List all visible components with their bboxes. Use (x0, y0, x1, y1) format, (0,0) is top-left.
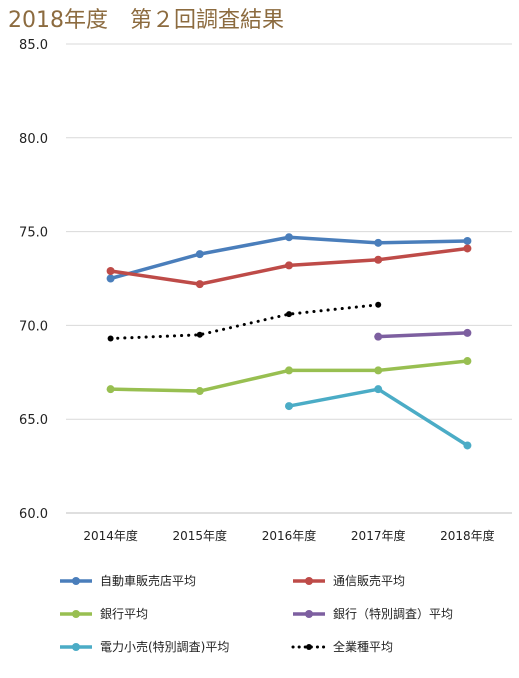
x-tick-label: 2015年度 (173, 528, 228, 543)
data-point (107, 335, 114, 342)
x-tick-label: 2016年度 (262, 528, 317, 543)
legend-label: 全業種平均 (333, 640, 394, 654)
series-4 (285, 385, 472, 450)
series-5 (107, 301, 382, 342)
legend-item: 自動車販売店平均 (58, 572, 196, 589)
data-point (374, 255, 383, 264)
legend-swatch (60, 576, 92, 585)
series-line (110, 359, 468, 393)
legend-label: 銀行（特別調査）平均 (333, 607, 454, 621)
x-tick-label: 2014年度 (83, 528, 138, 543)
legend-label: 自動車販売店平均 (100, 574, 197, 588)
series-lines (106, 233, 472, 450)
legend-item: 全業種平均 (291, 638, 393, 655)
data-point (195, 387, 204, 396)
data-point (285, 366, 293, 375)
legend-label: 銀行平均 (100, 607, 149, 621)
series-line (378, 331, 468, 339)
x-tick-label: 2018年度 (440, 528, 495, 543)
gridlines (66, 43, 512, 514)
data-point (196, 331, 203, 338)
y-tick-label: 75.0 (19, 226, 48, 241)
legend-swatch (293, 609, 325, 618)
data-point (463, 236, 472, 245)
data-point (463, 357, 472, 366)
legend-item: 通信販売平均 (291, 572, 405, 589)
x-tick-label: 2017年度 (351, 528, 406, 543)
series-line (288, 387, 469, 447)
legend-swatch (291, 643, 327, 650)
y-axis-tick-labels: 60.0 65.0 70.0 75.0 80.0 85.0 (19, 38, 48, 522)
data-point (285, 261, 293, 270)
legend-swatch (293, 576, 325, 585)
series-0 (106, 233, 472, 283)
legend-item: 電力小売(特別調査)平均 (58, 638, 229, 655)
data-point (374, 366, 383, 375)
y-tick-label: 60.0 (19, 507, 48, 522)
data-point (463, 244, 472, 253)
data-point (106, 385, 115, 394)
legend-label: 電力小売(特別調査)平均 (100, 640, 230, 654)
data-point (463, 328, 472, 337)
y-tick-label: 65.0 (19, 413, 48, 428)
data-point (106, 266, 115, 275)
y-tick-label: 80.0 (19, 132, 48, 147)
legend-item: 銀行平均 (58, 605, 148, 622)
series-1 (106, 244, 472, 289)
x-axis-tick-labels: 2014年度 2015年度 2016年度 2017年度 2018年度 (83, 528, 494, 543)
data-point (195, 250, 204, 259)
y-tick-label: 85.0 (19, 38, 48, 53)
data-point (285, 233, 293, 242)
chart-title: 2018年度 第２回調査結果 (8, 8, 284, 33)
data-point (463, 441, 472, 450)
line-chart: 60.065.070.075.080.085.0 2014年度 2015年度 201… (19, 38, 512, 543)
data-point (195, 280, 204, 289)
data-point (106, 274, 115, 283)
data-point (374, 238, 383, 247)
series-3 (374, 328, 472, 341)
legend-label: 通信販売平均 (333, 574, 406, 588)
data-point (374, 332, 383, 341)
data-point (374, 385, 383, 394)
series-2 (106, 357, 472, 396)
legend-swatch (60, 642, 92, 651)
legend-item: 銀行（特別調査）平均 (291, 605, 453, 622)
y-tick-label: 70.0 (19, 319, 48, 334)
data-point (286, 311, 292, 318)
data-point (285, 402, 293, 411)
series-line (110, 235, 468, 281)
legend-swatch (60, 609, 92, 618)
data-point (375, 301, 382, 308)
series-line (109, 303, 380, 341)
